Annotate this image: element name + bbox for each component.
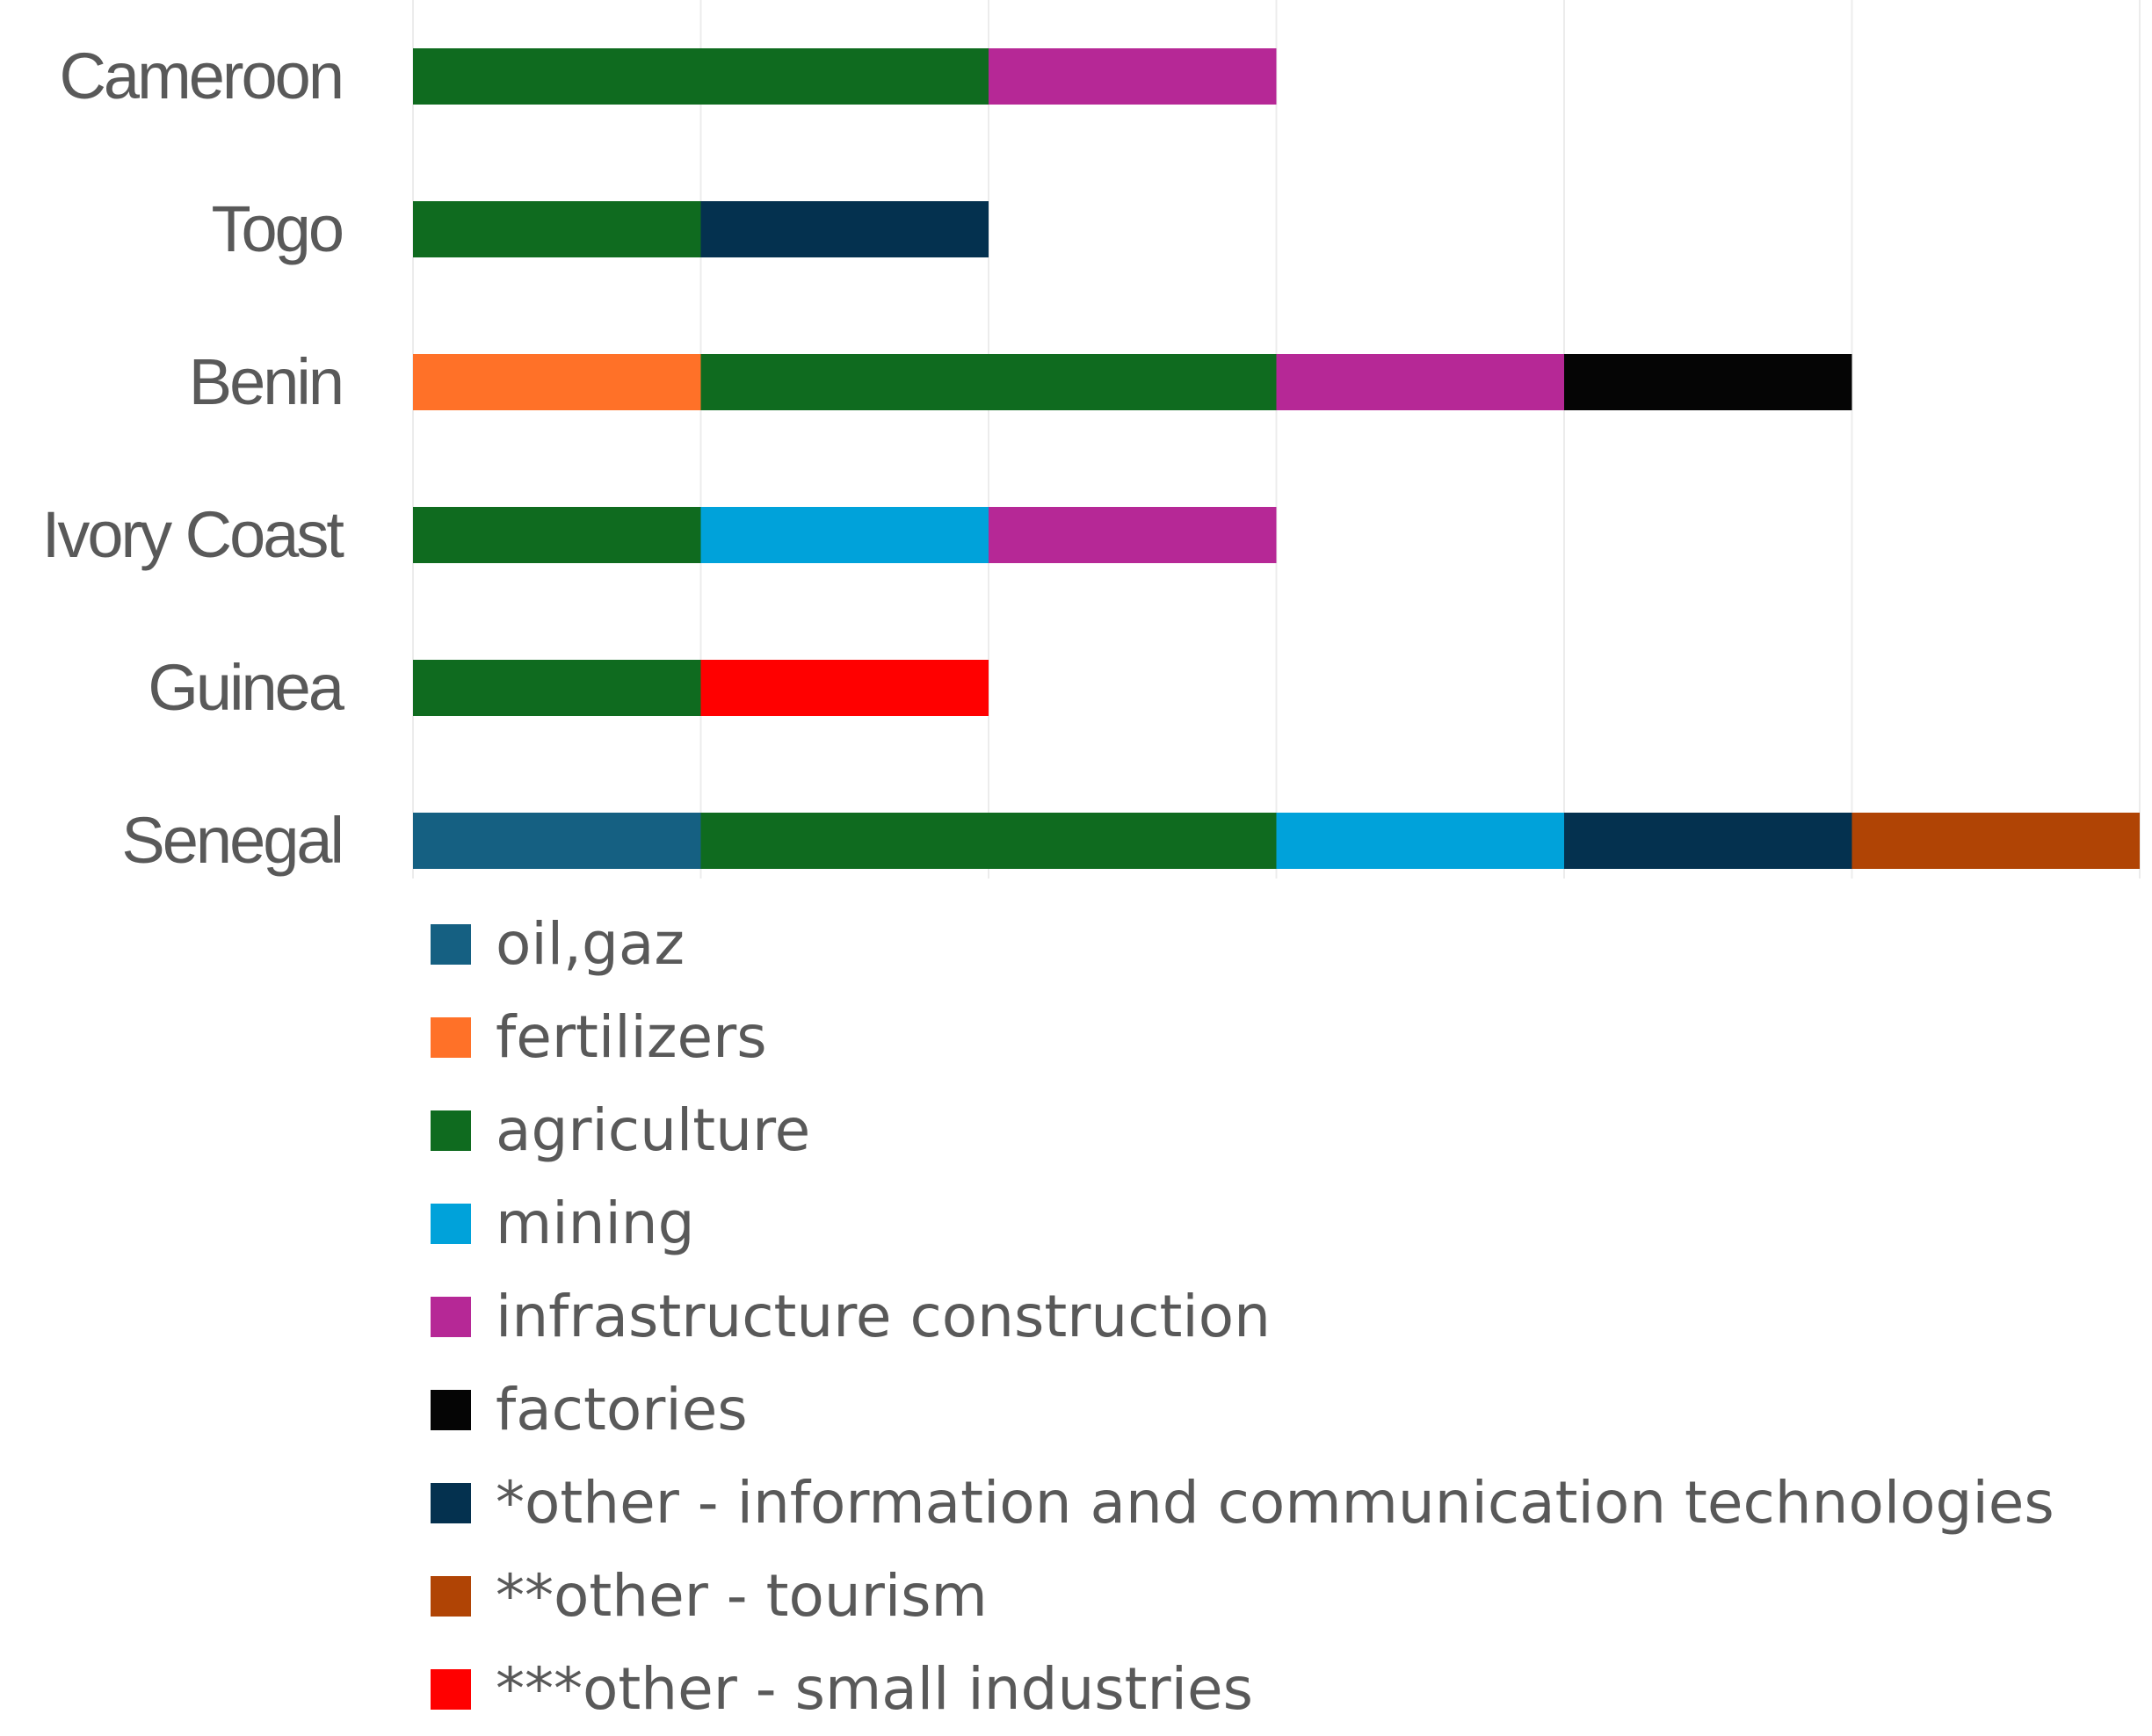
category-label: Benin	[188, 345, 344, 418]
legend-item: fertilizers	[431, 991, 2054, 1084]
bar-segment	[413, 48, 989, 105]
legend-label: factories	[496, 1376, 748, 1443]
legend-label: agriculture	[496, 1096, 811, 1164]
legend-item: *other - information and communication t…	[431, 1457, 2054, 1550]
bar-segment	[413, 507, 701, 563]
legend-item: **other - tourism	[431, 1550, 2054, 1643]
bar-segment	[1564, 813, 1852, 869]
bar-segment	[700, 813, 1277, 869]
legend-label: *other - information and communication t…	[496, 1469, 2054, 1537]
legend: oil,gaz fertilizers agriculture mining infra…	[431, 898, 2054, 1736]
legend-label: mining	[496, 1190, 695, 1257]
bar-segment	[700, 354, 1277, 410]
legend-label: ***other - small industries	[496, 1655, 1253, 1723]
legend-label: fertilizers	[496, 1003, 767, 1071]
bar-segment	[700, 660, 989, 716]
legend-swatch	[431, 1297, 471, 1337]
legend-swatch	[431, 1669, 471, 1710]
legend-swatch	[431, 1110, 471, 1151]
bar-segment	[1851, 813, 2140, 869]
legend-label: oil,gaz	[496, 910, 685, 978]
bar-segment	[989, 507, 1277, 563]
legend-item: infrastructure construction	[431, 1270, 2054, 1363]
bar-segment	[1276, 813, 1564, 869]
bar-segment	[413, 354, 701, 410]
bar-segment	[413, 660, 701, 716]
category-label: Ivory Coast	[41, 498, 344, 571]
legend-swatch	[431, 1204, 471, 1244]
legend-item: agriculture	[431, 1084, 2054, 1177]
legend-label: **other - tourism	[496, 1562, 988, 1630]
legend-swatch	[431, 1390, 471, 1430]
bar-segment	[989, 48, 1277, 105]
category-label: Senegal	[121, 804, 344, 877]
legend-item: oil,gaz	[431, 898, 2054, 991]
bar-segment	[413, 201, 701, 257]
legend-item: factories	[431, 1363, 2054, 1457]
bar-segment	[1564, 354, 1852, 410]
category-label: Guinea	[148, 651, 344, 724]
bar-segment	[700, 201, 989, 257]
legend-item: ***other - small industries	[431, 1643, 2054, 1736]
category-label: Cameroon	[59, 40, 344, 112]
legend-swatch	[431, 1017, 471, 1058]
legend-item: mining	[431, 1177, 2054, 1270]
bar-segment	[1276, 354, 1564, 410]
bar-segment	[413, 813, 701, 869]
legend-swatch	[431, 1576, 471, 1617]
legend-swatch	[431, 924, 471, 965]
legend-label: infrastructure construction	[496, 1283, 1271, 1350]
legend-swatch	[431, 1483, 471, 1523]
bar-segment	[700, 507, 989, 563]
category-label: Togo	[211, 192, 344, 265]
